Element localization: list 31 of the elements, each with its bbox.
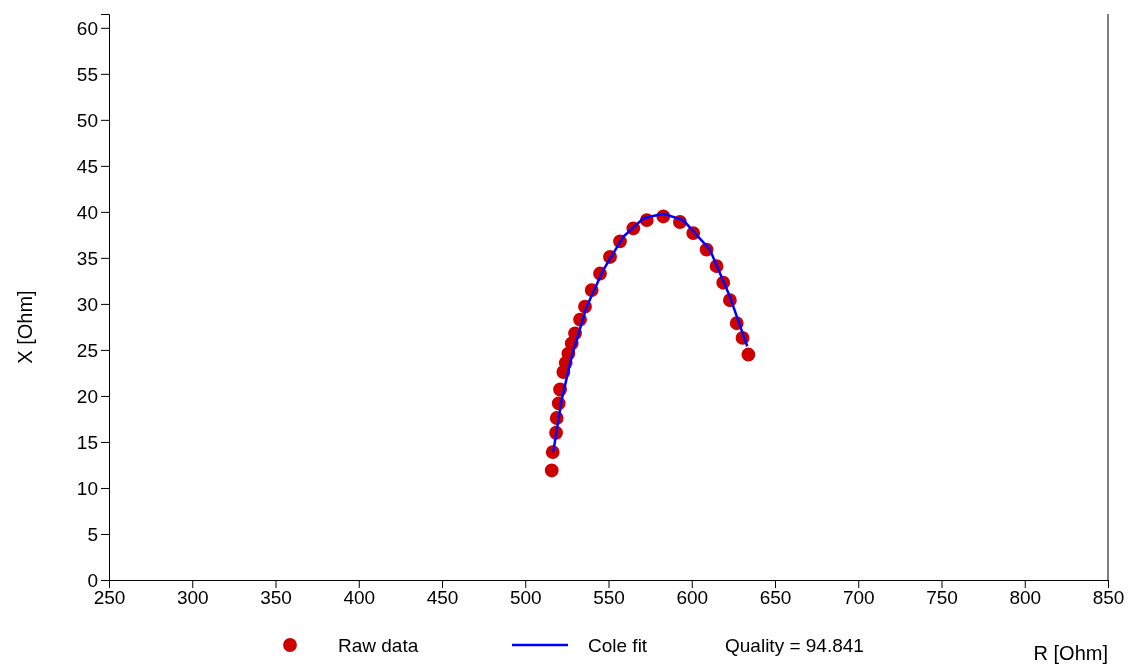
x-tick-label: 300 (176, 587, 209, 609)
y-tick-label: 20 (76, 386, 98, 408)
y-tick-label: 5 (87, 524, 98, 546)
x-tick-label: 600 (676, 587, 709, 609)
y-tick-label: 55 (76, 63, 98, 85)
x-tick-label: 550 (593, 587, 625, 609)
x-tick-label: 650 (759, 587, 792, 609)
legend-label: Cole fit (588, 635, 648, 656)
y-tick-label: 40 (76, 202, 98, 224)
x-tick-label: 450 (426, 587, 459, 609)
point (544, 463, 559, 478)
y-tick-label: 50 (76, 109, 98, 131)
y-tick-label: 60 (76, 17, 98, 39)
x-tick-label: 400 (343, 587, 376, 609)
legend-label: Raw data (338, 635, 419, 656)
text: Quality = 94.841 (725, 635, 864, 656)
x-tick-label: 500 (509, 587, 542, 609)
x-tick-label: 800 (1009, 587, 1042, 609)
y-tick-label: 15 (76, 432, 98, 454)
x-tick-label: 850 (1092, 587, 1125, 609)
point (741, 347, 756, 362)
x-axis-title: R [Ohm] (1033, 642, 1108, 664)
x-tick-label: 700 (842, 587, 875, 609)
x-tick-label: 350 (260, 587, 292, 609)
x-tick-label: 750 (926, 587, 958, 609)
y-tick-label: 45 (76, 156, 98, 177)
y-tick-label: 35 (76, 248, 98, 270)
y-axis-title: X [Ohm] (14, 290, 36, 364)
y-tick-label: 25 (76, 340, 98, 362)
y-tick-label: 10 (76, 478, 98, 500)
y-tick-label: 30 (76, 294, 98, 316)
